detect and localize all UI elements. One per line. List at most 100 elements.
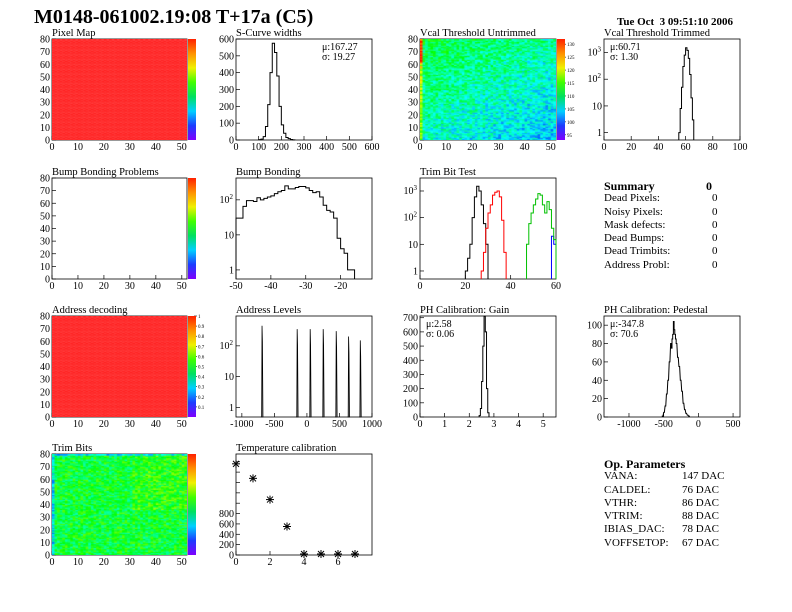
y-tick-label: 30 <box>40 375 50 386</box>
y-tick-label: 100 <box>587 321 602 332</box>
x-tick-label: 0 <box>418 142 423 153</box>
y-tick-label: 400 <box>403 356 418 367</box>
x-tick-label: 50 <box>546 142 556 153</box>
chart-title: Pixel Map <box>52 28 95 39</box>
y-tick-label: 200 <box>219 102 234 113</box>
histogram-series <box>678 47 695 140</box>
timestamp: Tue Oct 3 09:51:10 2006 <box>617 16 734 28</box>
x-tick-label: 20 <box>460 281 470 292</box>
color-scale-bar <box>188 454 196 555</box>
summary-row-label: Noisy Pixels: <box>604 205 663 218</box>
y-tick-label: 20 <box>40 387 50 398</box>
histogram-series <box>258 42 296 141</box>
x-tick-label: 300 <box>297 142 312 153</box>
z-tick-label: 0.7 <box>198 345 205 350</box>
y-tick-label: 10 <box>592 101 602 112</box>
histogram-series <box>661 321 690 417</box>
histogram-peak <box>359 340 362 418</box>
y-tick-label: 0 <box>413 136 418 147</box>
chart-title: Trim Bit Test <box>420 167 476 178</box>
x-tick-label: 20 <box>99 281 109 292</box>
histogram-series <box>235 185 356 279</box>
x-tick-label: 20 <box>99 557 109 568</box>
x-tick-label: 100 <box>251 142 266 153</box>
y-tick-label: 70 <box>40 47 50 58</box>
y-tick-label: 102 <box>404 211 418 224</box>
stats-mean: μ:60.71 <box>610 42 641 53</box>
summary-row-value: 0 <box>712 245 718 258</box>
y-tick-label: 10 <box>224 230 234 241</box>
y-tick-label: 0 <box>45 413 50 424</box>
y-tick-label: 10 <box>40 538 50 549</box>
y-tick-label: 50 <box>40 349 50 360</box>
op-parameter-row-label: IBIAS_DAC: <box>604 523 665 536</box>
op-parameter-row-value: 86 DAC <box>682 496 719 509</box>
y-tick-label: 40 <box>592 376 602 387</box>
chart-title: PH Calibration: Pedestal <box>604 305 708 316</box>
y-tick-label: 102 <box>220 193 234 206</box>
color-scale-bar <box>188 178 196 279</box>
y-tick-label: 30 <box>40 98 50 109</box>
x-tick-label: 30 <box>125 557 135 568</box>
y-tick-label: 40 <box>40 500 50 511</box>
summary-panel: Summary 0 Dead Pixels: 0 Noisy Pixels: 0 Mask… <box>604 179 724 272</box>
op-parameter-row-value: 78 DAC <box>682 523 719 536</box>
x-tick-label: 400 <box>319 142 334 153</box>
heatmap-cells <box>52 454 187 555</box>
histogram-series <box>526 193 557 279</box>
op-parameter-row: VTHR: 86 DAC <box>604 497 754 510</box>
summary-row: Address Probl: 0 <box>604 259 724 272</box>
chart-address-levels: Address Levels -1000 -500 0 500 1000 1 10 102 <box>220 305 383 430</box>
heatmap-cells <box>52 316 187 417</box>
x-tick-label: 500 <box>726 419 741 430</box>
chart-title: Vcal Threshold Trimmed <box>604 28 711 39</box>
chart-vcal-threshold-trimmed: Vcal Threshold Trimmed 0 20 40 60 80 100 1 10 102… <box>588 28 748 153</box>
chart-title: Temperature calibration <box>236 443 337 454</box>
y-tick-label: 10 <box>224 372 234 383</box>
y-tick-label: 1 <box>229 265 234 276</box>
x-tick-label: 10 <box>73 142 83 153</box>
plot-frame <box>235 453 373 556</box>
x-tick-label: 4 <box>302 557 307 568</box>
x-tick-label: 2 <box>467 419 472 430</box>
y-tick-label: 103 <box>588 45 602 58</box>
color-scale-bar <box>188 39 196 140</box>
y-tick-label: 80 <box>408 35 418 46</box>
op-parameter-row: IBIAS_DAC: 78 DAC <box>604 523 754 536</box>
y-tick-label: 80 <box>592 339 602 350</box>
x-tick-label: -500 <box>655 419 673 430</box>
x-tick-label: 60 <box>551 281 561 292</box>
y-tick-label: 80 <box>40 35 50 46</box>
z-tick-label: 110 <box>567 95 575 100</box>
y-tick-label: 10 <box>408 123 418 134</box>
y-tick-label: 80 <box>40 450 50 461</box>
op-parameters-title: Op. Parameters <box>604 457 686 471</box>
heatmap-cells <box>52 178 187 279</box>
x-tick-label: 20 <box>99 419 109 430</box>
y-tick-label: 1 <box>413 266 418 277</box>
x-tick-label: 3 <box>491 419 496 430</box>
x-tick-label: 50 <box>177 281 187 292</box>
y-tick-label: 600 <box>219 519 234 530</box>
y-tick-label: 102 <box>588 72 602 85</box>
x-tick-label: 200 <box>274 142 289 153</box>
x-tick-label: 20 <box>99 142 109 153</box>
y-tick-label: 0 <box>413 413 418 424</box>
z-tick-label: 0.2 <box>198 396 205 401</box>
chart-bump-bonding: Bump Bonding -50 -40 -30 -20 1 10 102 <box>220 167 373 292</box>
y-tick-label: 100 <box>219 119 234 130</box>
histogram-series <box>478 315 490 417</box>
op-parameter-row-label: VTRIM: <box>604 510 643 523</box>
y-tick-label: 0 <box>45 551 50 562</box>
y-tick-label: 200 <box>219 540 234 551</box>
op-parameter-row-label: VTHR: <box>604 496 637 509</box>
y-tick-label: 40 <box>40 85 50 96</box>
summary-row: Mask defects: 0 <box>604 219 724 232</box>
x-tick-label: 10 <box>73 281 83 292</box>
plot-frame <box>603 38 741 141</box>
chart-title: Address decoding <box>52 305 128 316</box>
x-tick-label: 4 <box>516 419 521 430</box>
x-tick-label: 5 <box>541 419 546 430</box>
x-tick-label: 0 <box>234 557 239 568</box>
y-tick-label: 40 <box>408 85 418 96</box>
